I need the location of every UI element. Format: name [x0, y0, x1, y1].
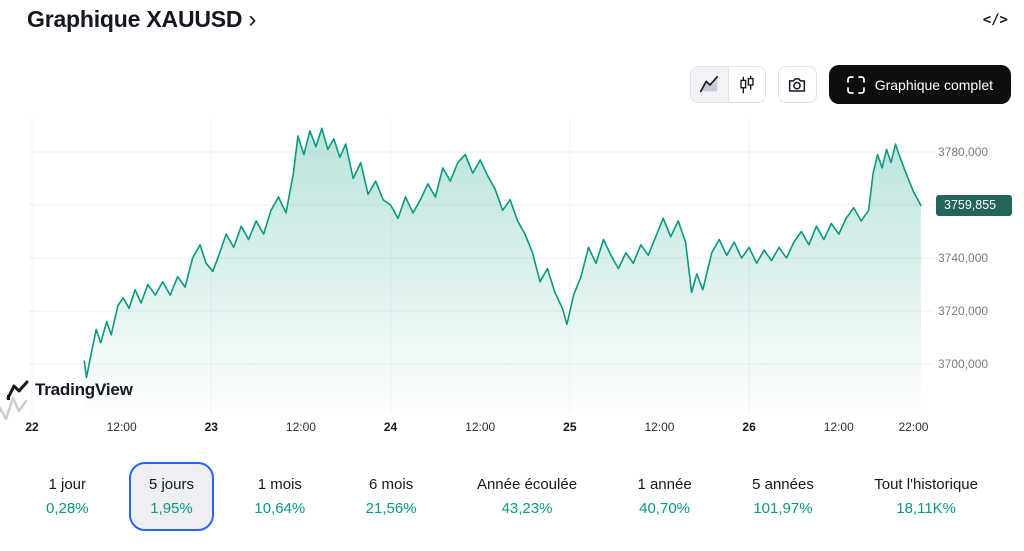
tradingview-watermark-text: TradingView	[35, 380, 133, 399]
camera-icon	[789, 77, 806, 92]
range-label: Année écoulée	[476, 476, 578, 493]
range-pct: 10,64%	[254, 500, 306, 517]
area-chart-icon	[700, 75, 719, 92]
x-tick-label: 26	[742, 420, 756, 434]
full-chart-button[interactable]: Graphique complet	[828, 65, 1011, 104]
y-tick-label: 3720,000	[938, 304, 989, 318]
x-tick-label: 12:00	[106, 420, 137, 434]
page-title[interactable]: Graphique XAUUSD ›	[27, 6, 256, 33]
price-chart[interactable]	[28, 118, 938, 418]
embed-code-icon[interactable]: </>	[982, 12, 1008, 28]
full-chart-button-label: Graphique complet	[874, 76, 993, 93]
snapshot-button[interactable]	[777, 66, 817, 103]
y-tick-label: 3740,000	[938, 251, 989, 265]
range-pct: 43,23%	[501, 500, 553, 517]
chart-toolbar: Graphique complet	[689, 65, 1011, 104]
range-label: 1 jour	[48, 476, 87, 493]
range-label: 1 année	[637, 476, 692, 493]
y-tick-label: 3780,000	[938, 145, 989, 159]
watermark-glyph-icon	[0, 396, 28, 421]
last-price-badge: 3759,855	[936, 195, 1012, 217]
chevron-right-icon: ›	[248, 5, 257, 33]
x-tick-label: 12:00	[644, 420, 675, 434]
x-tick-label: 25	[563, 420, 577, 434]
range-button-annee-ecoulee[interactable]: Année écoulée 43,23%	[457, 462, 597, 531]
range-button-1-annee[interactable]: 1 année 40,70%	[617, 462, 711, 531]
range-pct: 1,95%	[150, 500, 193, 517]
range-selector: 1 jour 0,28% 5 jours 1,95% 1 mois 10,64%…	[0, 462, 1024, 531]
fullscreen-icon	[846, 75, 865, 94]
x-axis: 22 12:00 23 12:00 24 12:00 25 12:00 26 12:00 22:00	[25, 420, 938, 436]
x-tick-label: 12:00	[465, 420, 496, 434]
range-pct: 40,70%	[639, 500, 690, 517]
range-label: Tout l'historique	[874, 476, 978, 493]
x-tick-label: 12:00	[823, 420, 854, 434]
tradingview-watermark[interactable]: TradingView	[6, 379, 133, 401]
candles-style-button[interactable]	[727, 67, 765, 102]
range-label: 6 mois	[369, 476, 414, 493]
range-label: 5 années	[752, 476, 814, 493]
range-button-5-jours[interactable]: 5 jours 1,95%	[128, 462, 214, 531]
range-button-1-mois[interactable]: 1 mois 10,64%	[234, 462, 325, 531]
range-label: 5 jours	[148, 476, 194, 493]
x-tick-label: 22	[25, 420, 39, 434]
range-button-5-annees[interactable]: 5 années 101,97%	[732, 462, 834, 531]
x-tick-label: 23	[204, 420, 218, 434]
x-tick-label: 22:00	[898, 420, 929, 434]
page-title-text: Graphique XAUUSD	[27, 6, 243, 32]
range-pct: 0,28%	[46, 500, 89, 517]
chart-style-switcher	[689, 66, 766, 103]
area-style-button[interactable]	[690, 67, 728, 102]
range-label: 1 mois	[257, 476, 302, 493]
range-button-6-mois[interactable]: 6 mois 21,56%	[346, 462, 437, 531]
y-tick-label: 3700,000	[938, 357, 989, 371]
tradingview-logo-icon	[6, 380, 29, 400]
range-pct: 18,11K%	[896, 500, 956, 517]
range-button-1-jour[interactable]: 1 jour 0,28%	[26, 462, 109, 531]
range-pct: 21,56%	[365, 500, 417, 517]
candlestick-icon	[740, 75, 754, 93]
range-button-tout-historique[interactable]: Tout l'historique 18,11K%	[854, 462, 998, 531]
range-pct: 101,97%	[753, 500, 813, 517]
x-tick-label: 24	[383, 420, 398, 434]
x-tick-label: 12:00	[285, 420, 316, 434]
